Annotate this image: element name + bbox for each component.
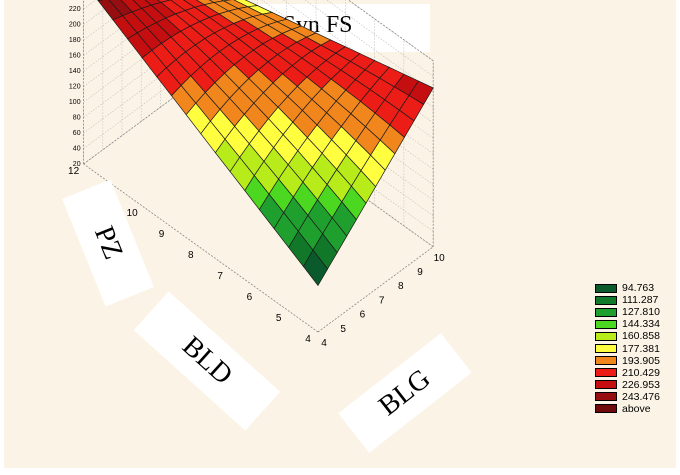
legend-swatch — [595, 331, 617, 341]
legend-item: 94.763 — [595, 282, 660, 294]
legend-label: 160.858 — [622, 330, 660, 343]
y-tick-label: 9 — [159, 229, 165, 240]
x-tick-label: 4 — [321, 338, 327, 349]
legend-swatch — [595, 404, 617, 414]
z-tick-label: 20 — [73, 161, 81, 168]
z-tick-label: 80 — [73, 115, 81, 122]
grid-line — [304, 0, 434, 93]
legend-swatch — [595, 380, 617, 390]
box-edge — [83, 163, 319, 333]
legend-item: 210.429 — [595, 367, 660, 379]
legend-item: 243.476 — [595, 391, 660, 403]
z-tick-label: 160 — [69, 53, 81, 60]
legend-item: 160.858 — [595, 330, 660, 342]
z-axis-title: PZ — [87, 221, 129, 264]
z-tick-label: 180 — [69, 37, 81, 44]
y-tick-label: 4 — [305, 334, 311, 345]
legend-item: 144.334 — [595, 318, 660, 330]
legend-item: 111.287 — [595, 294, 660, 306]
legend-swatch — [595, 307, 617, 317]
legend-swatch — [595, 392, 617, 402]
grid-line — [347, 0, 434, 62]
x-tick-label: 10 — [434, 253, 446, 264]
y-tick-label: 10 — [127, 208, 139, 219]
y-tick-label: 12 — [68, 166, 80, 177]
legend-item: 127.810 — [595, 306, 660, 318]
x-tick-label: 9 — [417, 267, 423, 278]
legend-item: above — [595, 403, 660, 415]
legend-label: 193.905 — [622, 354, 660, 367]
y-tick-label: 5 — [276, 313, 282, 324]
legend-label: 111.287 — [622, 294, 659, 307]
legend-item: 193.905 — [595, 355, 660, 367]
y-tick-label: 6 — [247, 292, 253, 303]
z-tick-label: 220 — [69, 6, 81, 13]
x-tick-label: 5 — [340, 324, 346, 335]
z-tick-label: 100 — [69, 99, 81, 106]
z-tick-label: 60 — [73, 130, 81, 137]
legend-label: above — [622, 402, 651, 415]
surface-mesh — [97, 0, 434, 287]
legend-label: 210.429 — [622, 366, 660, 379]
y-tick-label: 7 — [217, 271, 223, 282]
z-tick-label: 200 — [69, 22, 81, 29]
grid-line — [326, 0, 434, 77]
legend-swatch — [595, 344, 617, 354]
surface-cell — [302, 249, 329, 287]
legend-swatch — [595, 319, 617, 329]
legend-swatch — [595, 283, 617, 293]
z-tick-label: 40 — [73, 146, 81, 153]
x-tick-label: 6 — [360, 310, 366, 321]
legend-item: 226.953 — [595, 379, 660, 391]
box-edge — [317, 246, 434, 333]
y-tick-label: 8 — [188, 250, 194, 261]
legend-label: 127.810 — [622, 306, 660, 319]
x-tick-label: 7 — [379, 295, 385, 306]
legend-label: 243.476 — [622, 390, 660, 403]
legend: 94.763 111.287 127.810 144.334 160.858 177.38… — [595, 282, 660, 415]
x-tick-label: 8 — [398, 281, 404, 292]
legend-label: 226.953 — [622, 378, 660, 391]
legend-label: 144.334 — [622, 318, 660, 331]
legend-label: 177.381 — [622, 342, 660, 355]
legend-label: 94.763 — [622, 282, 655, 295]
legend-swatch — [595, 295, 617, 305]
z-tick-label: 120 — [69, 84, 81, 91]
z-tick-label: 140 — [69, 68, 81, 75]
legend-swatch — [595, 356, 617, 366]
legend-swatch — [595, 368, 617, 378]
legend-item: 177.381 — [595, 342, 660, 355]
